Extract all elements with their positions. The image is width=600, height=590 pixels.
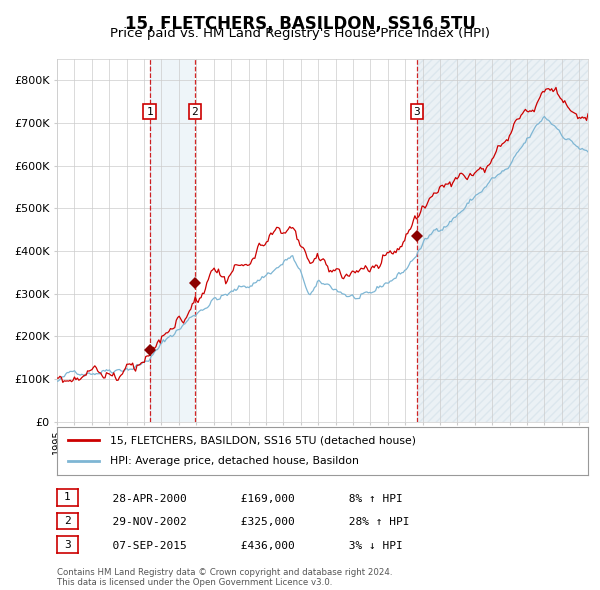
Bar [417, 59, 588, 422]
Text: 1: 1 [146, 107, 153, 117]
Text: 2: 2 [64, 516, 71, 526]
Text: Price paid vs. HM Land Registry's House Price Index (HPI): Price paid vs. HM Land Registry's House … [110, 27, 490, 40]
Bar [149, 59, 195, 422]
Text: 07-SEP-2015        £436,000        3% ↓ HPI: 07-SEP-2015 £436,000 3% ↓ HPI [99, 541, 403, 550]
Text: 15, FLETCHERS, BASILDON, SS16 5TU (detached house): 15, FLETCHERS, BASILDON, SS16 5TU (detac… [110, 435, 416, 445]
Text: 3: 3 [64, 540, 71, 549]
Text: 15, FLETCHERS, BASILDON, SS16 5TU: 15, FLETCHERS, BASILDON, SS16 5TU [125, 15, 475, 33]
Text: 28-APR-2000        £169,000        8% ↑ HPI: 28-APR-2000 £169,000 8% ↑ HPI [99, 494, 403, 503]
Text: 1: 1 [64, 493, 71, 502]
Text: 3: 3 [413, 107, 421, 117]
Text: 2: 2 [191, 107, 198, 117]
Text: HPI: Average price, detached house, Basildon: HPI: Average price, detached house, Basi… [110, 457, 359, 467]
Text: 29-NOV-2002        £325,000        28% ↑ HPI: 29-NOV-2002 £325,000 28% ↑ HPI [99, 517, 409, 527]
Text: Contains HM Land Registry data © Crown copyright and database right 2024.
This d: Contains HM Land Registry data © Crown c… [57, 568, 392, 587]
